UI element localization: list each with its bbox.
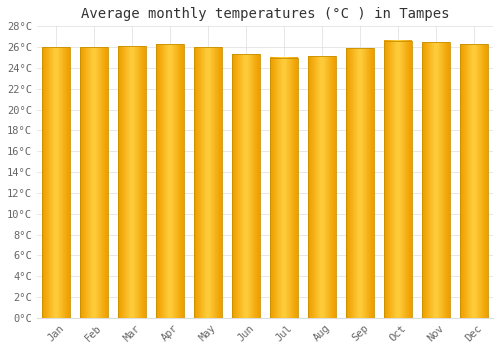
Bar <box>270 57 297 318</box>
Bar <box>346 48 374 318</box>
Bar <box>80 47 108 318</box>
Bar <box>118 46 146 318</box>
Bar <box>422 42 450 318</box>
Bar <box>308 56 336 318</box>
Bar <box>42 47 70 318</box>
Bar <box>194 47 222 318</box>
Title: Average monthly temperatures (°C ) in Tampes: Average monthly temperatures (°C ) in Ta… <box>80 7 449 21</box>
Bar <box>460 44 487 318</box>
Bar <box>232 54 260 318</box>
Bar <box>384 41 411 318</box>
Bar <box>156 44 184 318</box>
